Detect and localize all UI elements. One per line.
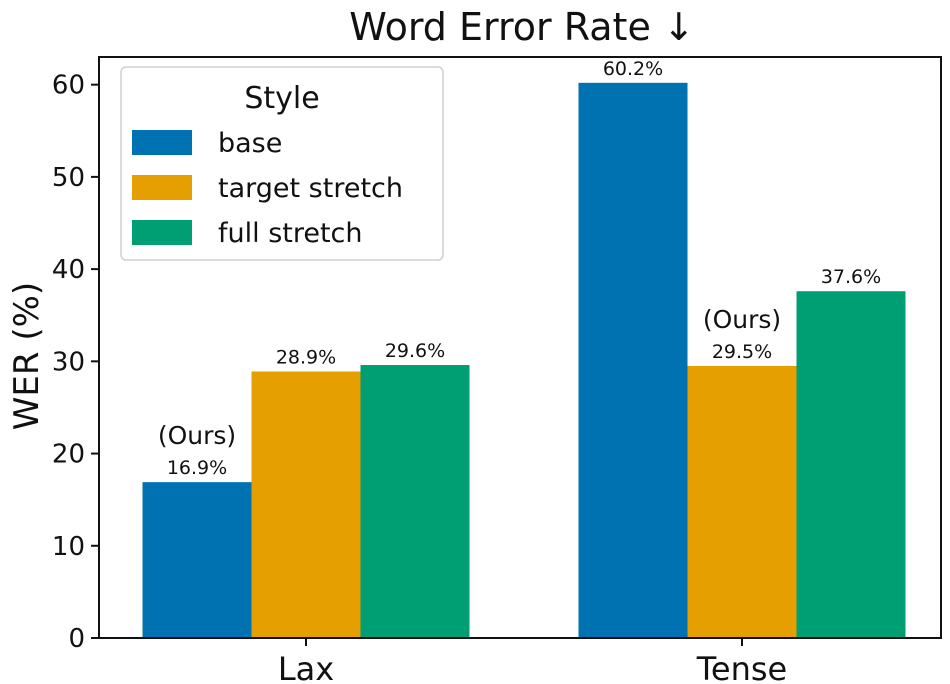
legend-swatch-base: [132, 130, 192, 155]
y-tick-label-10: 10: [52, 532, 85, 562]
y-tick-label-30: 30: [52, 347, 85, 377]
annotation-lax-base: (Ours): [158, 421, 236, 450]
data-label-tense-target-stretch: 29.5%: [712, 341, 772, 363]
data-label-lax-target-stretch: 28.9%: [276, 346, 336, 368]
y-axis-ticks: 0 10 20 30 40 50 60: [52, 71, 99, 654]
data-labels: 16.9% 28.9% 29.6% 60.2% 29.5% 37.6%: [167, 58, 881, 479]
annotation-tense-target-stretch: (Ours): [703, 305, 781, 334]
x-axis-ticks: Lax Tense: [278, 638, 787, 684]
data-label-tense-full-stretch: 37.6%: [821, 266, 881, 288]
legend-items: base target stretch full stretch: [132, 128, 403, 249]
chart-title: Word Error Rate ↓: [349, 5, 695, 49]
annotations: (Ours) (Ours): [158, 305, 781, 450]
x-tick-label-lax: Lax: [278, 650, 334, 684]
y-tick-label-20: 20: [52, 440, 85, 470]
y-tick-label-60: 60: [52, 71, 85, 101]
legend-label-target-stretch: target stretch: [218, 173, 403, 204]
legend-swatch-target-stretch: [132, 175, 192, 200]
bar-lax-full-stretch: [360, 365, 470, 638]
plot-area: 16.9%28.9% 29.6%60.2%29.5%37.6% (Ours)(Ou…: [52, 56, 942, 684]
data-label-lax-full-stretch: 29.6%: [385, 340, 445, 362]
bar-lax-target-stretch: [251, 371, 361, 638]
y-tick-label-0: 0: [68, 624, 85, 654]
legend-swatch-full-stretch: [132, 220, 192, 245]
legend-label-full-stretch: full stretch: [218, 218, 363, 249]
plot-frame: [98, 56, 942, 639]
legend-box: [120, 66, 444, 261]
legend: Style base target stretch full stretch: [120, 66, 444, 261]
data-label-tense-base: 60.2%: [603, 58, 663, 80]
data-label-lax-base: 16.9%: [167, 457, 227, 479]
y-tick-label-50: 50: [52, 163, 85, 193]
bar-tense-full-stretch: [796, 291, 906, 638]
bar-lax-base: [142, 482, 252, 638]
x-tick-label-tense: Tense: [696, 650, 787, 684]
legend-label-base: base: [218, 128, 282, 159]
legend-title: Style: [244, 81, 319, 116]
bars: [142, 82, 906, 639]
y-axis-label: WER (%): [7, 282, 47, 430]
y-tick-label-40: 40: [52, 255, 85, 285]
bar-tense-base: [578, 82, 688, 639]
bar-tense-target-stretch: [687, 365, 797, 638]
